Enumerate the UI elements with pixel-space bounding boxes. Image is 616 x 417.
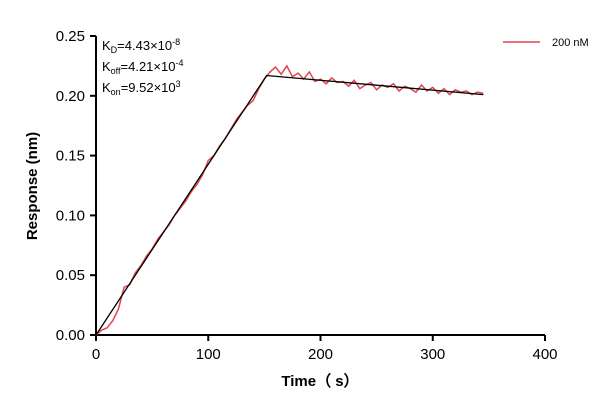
annotations: KD=4.43×10-8 Koff=4.21×10-4 Kon=9.52×103	[102, 37, 183, 97]
series-layer	[95, 64, 484, 336]
series-line-200nm	[95, 64, 484, 336]
y-tick-label: 0.10	[56, 207, 85, 224]
kon-annotation: Kon=9.52×103	[102, 79, 181, 97]
x-tick-label: 300	[420, 346, 445, 363]
y-tick-label: 0.20	[56, 88, 85, 105]
legend: 200 nM	[503, 37, 589, 49]
y-tick-label: 0.00	[56, 327, 85, 344]
x-axis-label: Time（ s）	[281, 372, 358, 390]
y-tick-label: 0.25	[56, 28, 85, 45]
kd-annotation: KD=4.43×10-8	[102, 37, 180, 55]
y-axis-label: Response (nm)	[24, 132, 41, 240]
x-tick-label: 200	[308, 346, 333, 363]
x-tick-label: 100	[196, 346, 221, 363]
axes: 0 100 200 300 400 0.00 0.05 0.10 0.15 0.20 0.25	[56, 28, 558, 363]
koff-annotation: Koff=4.21×10-4	[102, 58, 183, 76]
x-tick-label: 0	[92, 346, 100, 363]
x-tick-label: 400	[532, 346, 557, 363]
fit-line	[95, 74, 484, 336]
legend-label: 200 nM	[552, 37, 589, 49]
y-tick-label: 0.15	[56, 148, 85, 165]
y-tick-label: 0.05	[56, 267, 85, 284]
